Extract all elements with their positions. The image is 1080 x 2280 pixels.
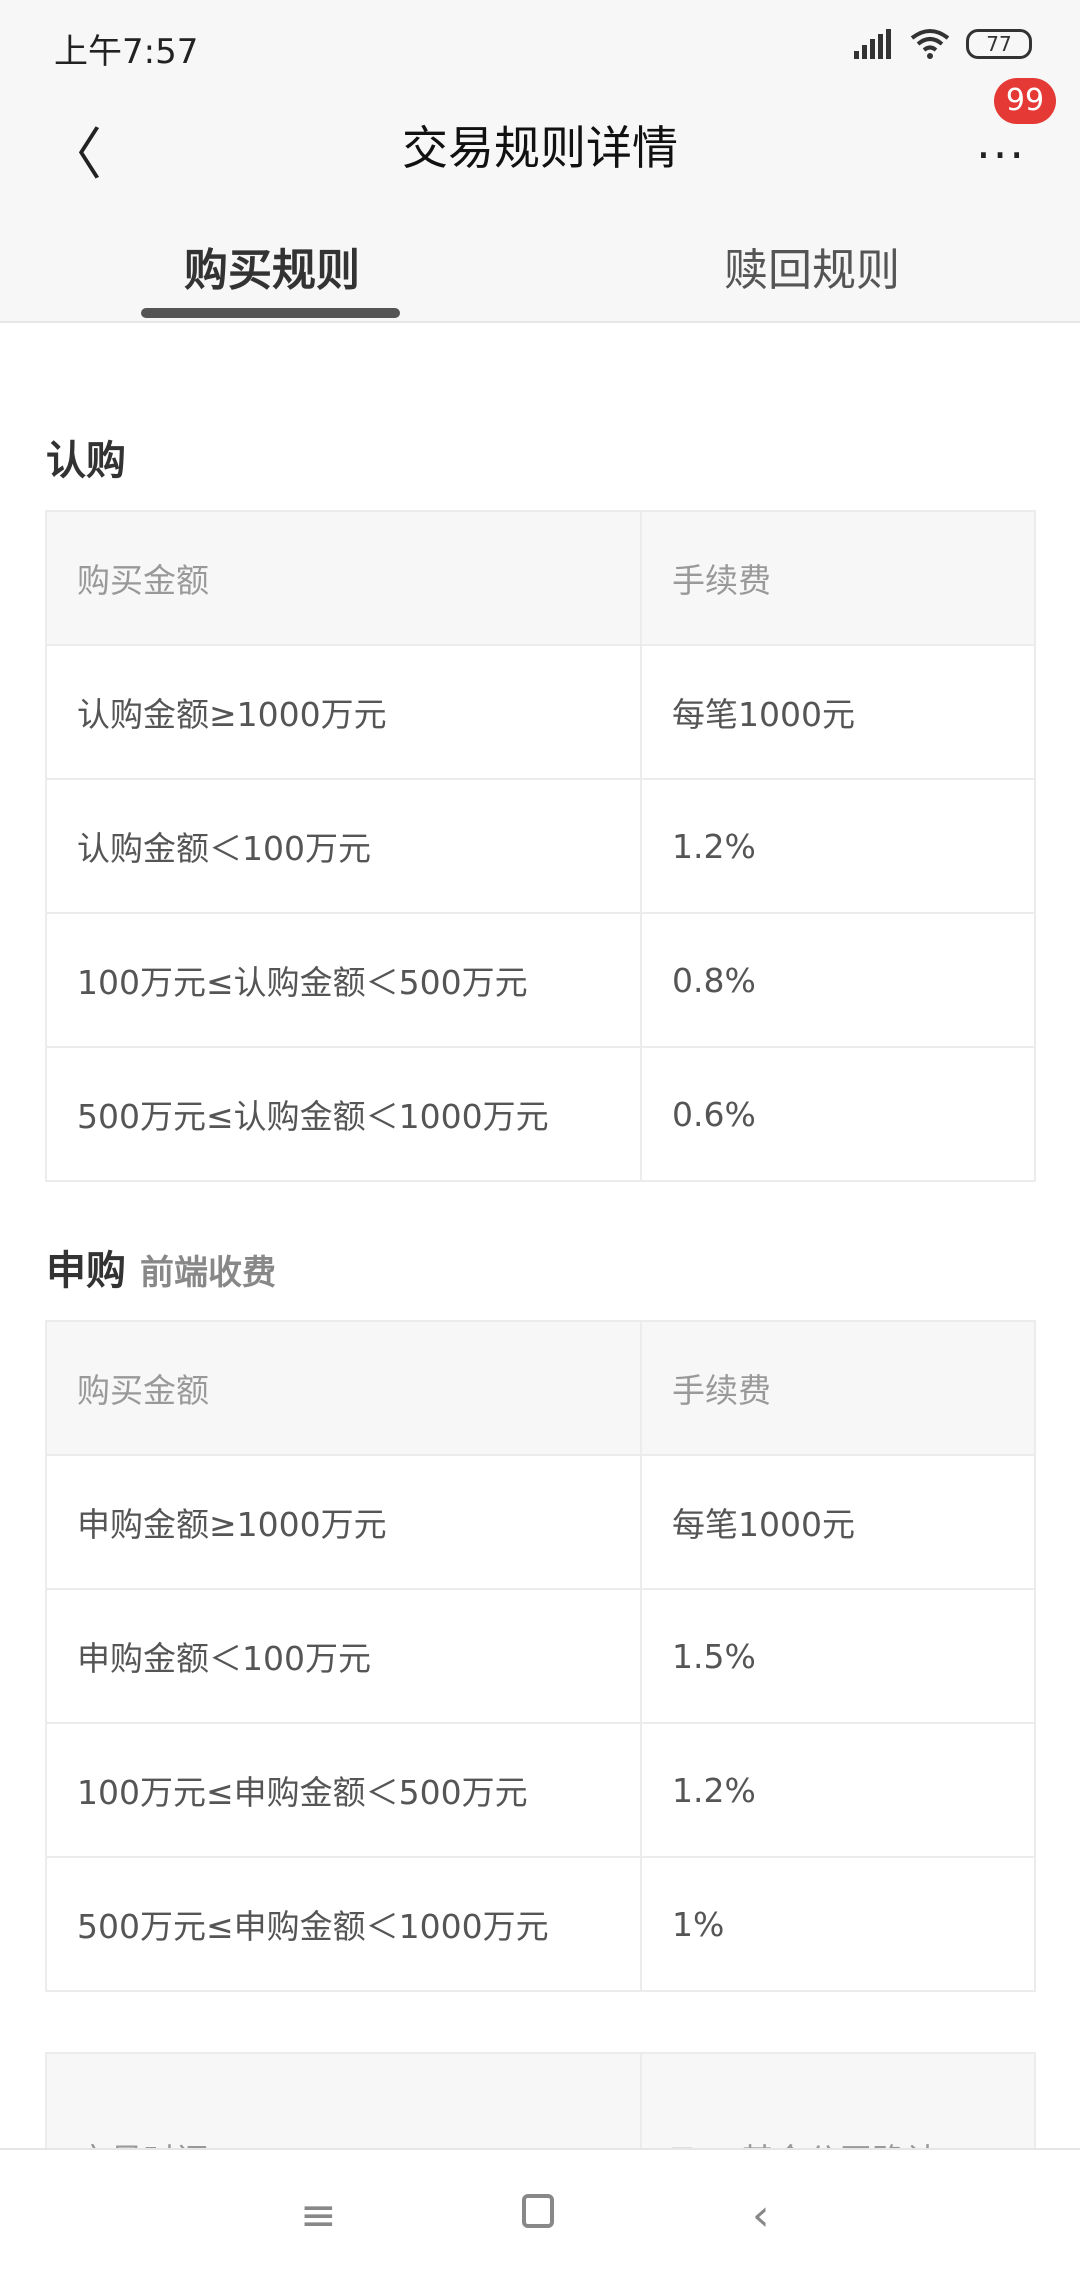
amount-cell: 认购金额＜100万元	[45, 778, 642, 914]
amount-cell: 500万元≤申购金额＜1000万元	[45, 1856, 642, 1992]
table-row: 认购金额≥1000万元 每笔1000元	[45, 644, 1036, 780]
fee-cell: 1.5%	[640, 1588, 1036, 1724]
back-icon[interactable]: 〈	[46, 123, 102, 188]
page-title: 交易规则详情	[402, 121, 678, 175]
amount-cell: 认购金额≥1000万元	[45, 644, 642, 780]
purchase-fee-table: 购买金额 手续费 申购金额≥1000万元 每笔1000元 申购金额＜100万元 1.5…	[45, 1320, 1036, 1992]
amount-cell: 500万元≤认购金额＜1000万元	[45, 1046, 642, 1182]
header-cell: 手续费	[640, 510, 1036, 646]
table-row: 100万元≤认购金额＜500万元 0.8%	[45, 912, 1036, 1048]
menu-icon[interactable]: ≡	[300, 2190, 337, 2241]
app-header: 上午7:57 77 〈 交易规则详情 ··· 99 购买规则 赎回规则	[0, 0, 1080, 323]
tab-purchase-rules[interactable]: 购买规则	[184, 245, 360, 296]
fee-cell: 1.2%	[640, 778, 1036, 914]
wifi-icon	[910, 29, 950, 59]
section-title-text: 申购	[46, 1248, 126, 1294]
signal-icon	[854, 29, 891, 59]
notification-badge: 99	[994, 78, 1056, 124]
fee-cell: 每笔1000元	[640, 1454, 1036, 1590]
battery-icon: 77	[966, 29, 1032, 59]
amount-cell: 申购金额＜100万元	[45, 1588, 642, 1724]
status-icons: 77	[854, 28, 1032, 60]
fee-cell: 每笔1000元	[640, 644, 1036, 780]
home-icon[interactable]	[522, 2194, 554, 2228]
tab-indicator	[141, 308, 400, 318]
fee-cell: 0.8%	[640, 912, 1036, 1048]
system-nav-bar: ≡ ‹	[0, 2148, 1080, 2280]
table-header: 购买金额 手续费	[45, 1320, 1036, 1456]
tab-redeem-rules[interactable]: 赎回规则	[724, 245, 900, 296]
section-title: 认购	[46, 438, 126, 484]
table-row: 认购金额＜100万元 1.2%	[45, 778, 1036, 914]
section-subtitle: 前端收费	[140, 1253, 276, 1293]
header-cell: 手续费	[640, 1320, 1036, 1456]
subscription-fee-table: 购买金额 手续费 认购金额≥1000万元 每笔1000元 认购金额＜100万元 1.2…	[45, 510, 1036, 1182]
amount-cell: 100万元≤申购金额＜500万元	[45, 1722, 642, 1858]
more-icon[interactable]: ···	[976, 128, 1026, 182]
fee-cell: 1.2%	[640, 1722, 1036, 1858]
table-row: 500万元≤认购金额＜1000万元 0.6%	[45, 1046, 1036, 1182]
table-row: 100万元≤申购金额＜500万元 1.2%	[45, 1722, 1036, 1858]
table-row: 申购金额≥1000万元 每笔1000元	[45, 1454, 1036, 1590]
fee-cell: 1%	[640, 1856, 1036, 1992]
status-time: 上午7:57	[54, 32, 199, 72]
amount-cell: 申购金额≥1000万元	[45, 1454, 642, 1590]
table-row: 申购金额＜100万元 1.5%	[45, 1588, 1036, 1724]
table-row: 500万元≤申购金额＜1000万元 1%	[45, 1856, 1036, 1992]
back-nav-icon[interactable]: ‹	[752, 2190, 770, 2241]
table-header: 购买金额 手续费	[45, 510, 1036, 646]
fee-cell: 0.6%	[640, 1046, 1036, 1182]
amount-cell: 100万元≤认购金额＜500万元	[45, 912, 642, 1048]
header-cell: 购买金额	[45, 1320, 642, 1456]
section-title: 申购 前端收费	[46, 1238, 276, 1296]
header-cell: 购买金额	[45, 510, 642, 646]
